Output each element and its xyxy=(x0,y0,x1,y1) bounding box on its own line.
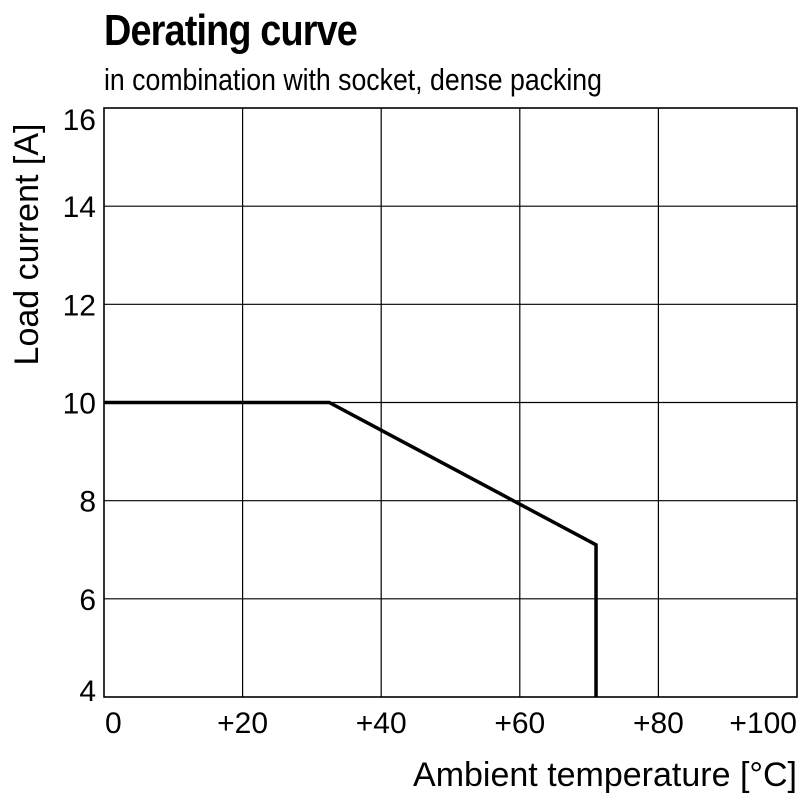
x-tick-label: 0 xyxy=(105,707,122,740)
y-tick-label: 8 xyxy=(79,486,96,519)
x-tick-label: +60 xyxy=(494,707,545,740)
y-axis-label: Load current [A] xyxy=(8,124,46,366)
y-tick-label: 10 xyxy=(63,388,96,421)
series xyxy=(104,400,598,697)
chart-title: Derating curve xyxy=(104,6,358,55)
y-tick-label: 6 xyxy=(79,584,96,617)
x-tick-label: +80 xyxy=(633,707,684,740)
x-tick-label: +100 xyxy=(729,707,797,740)
x-tick-label: +20 xyxy=(217,707,268,740)
chart-subtitle: in combination with socket, dense packin… xyxy=(104,62,602,97)
tick-labels: 0 +20 +40 +60 +80 +100 4 6 8 10 12 14 16 xyxy=(63,104,797,740)
x-tick-label: +40 xyxy=(356,707,407,740)
y-tick-label: 4 xyxy=(79,675,96,708)
x-axis-label: Ambient temperature [°C] xyxy=(413,756,797,794)
derating-curve-line xyxy=(104,400,598,697)
grid xyxy=(104,108,797,697)
y-tick-label: 12 xyxy=(63,289,96,322)
y-tick-label: 14 xyxy=(63,191,96,224)
y-tick-label: 16 xyxy=(63,104,96,137)
